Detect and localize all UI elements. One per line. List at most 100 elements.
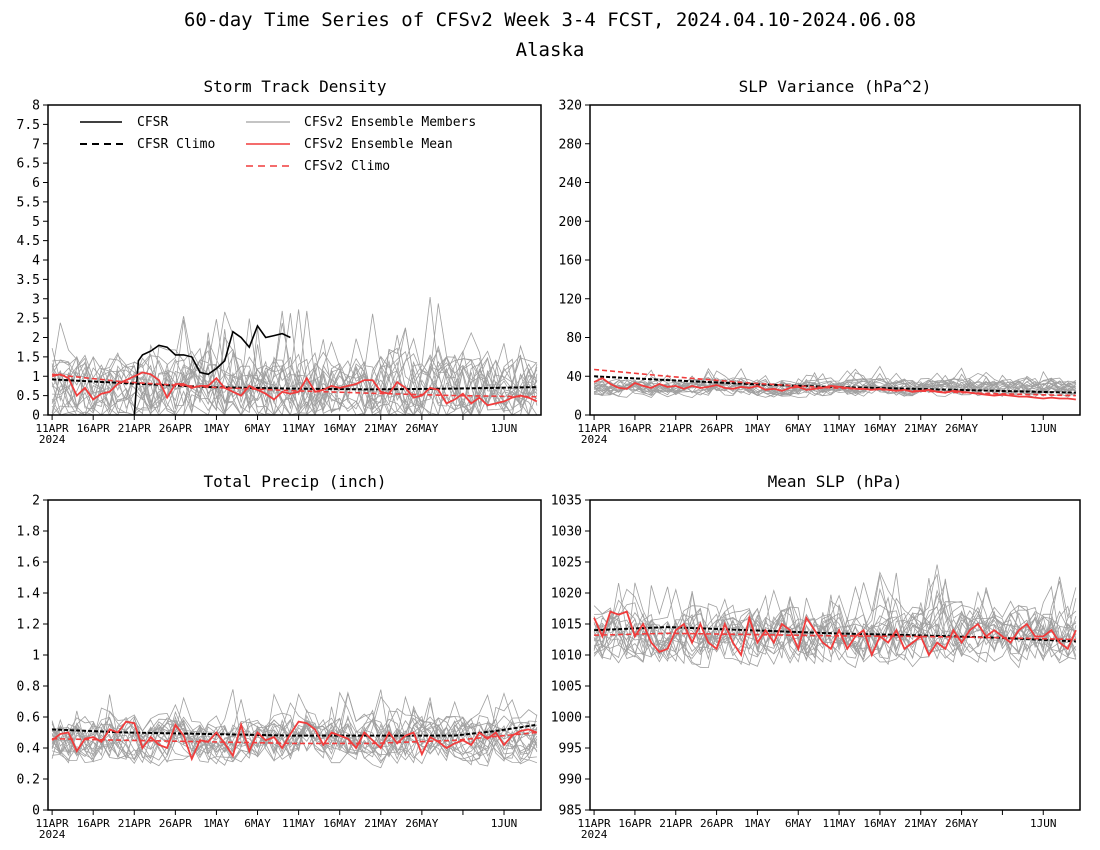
- ensemble-member-line: [593, 369, 1077, 398]
- x-tick-label: 1JUN: [491, 422, 518, 435]
- cfsv2-climo-line: [594, 632, 1076, 641]
- y-tick-label: 1000: [551, 711, 582, 726]
- x-tick-label: 11MAY: [823, 422, 856, 435]
- y-tick-label: 120: [559, 292, 582, 307]
- ensemble-member-line: [51, 297, 538, 415]
- x-tick-label: 21MAY: [364, 817, 397, 830]
- ensemble-member-line: [593, 585, 1077, 664]
- x-tick-label: 11APR: [36, 817, 69, 830]
- y-tick-label: 2: [32, 494, 40, 509]
- ensemble-member-line: [51, 332, 538, 415]
- y-tick-label: 240: [559, 176, 582, 191]
- ensemble-member-line: [51, 710, 538, 763]
- slp-variance-frame: [589, 104, 1081, 416]
- y-tick-label: 5: [32, 215, 40, 230]
- ensemble-member-line: [593, 583, 1077, 665]
- y-tick-label: 80: [566, 331, 582, 346]
- x-tick-label: 21MAY: [364, 422, 397, 435]
- x-tick-label: 1MAY: [744, 817, 771, 830]
- cfsr-climo-line: [594, 626, 1076, 643]
- y-tick-label: 1.4: [17, 587, 41, 602]
- x-tick-label: 21MAY: [904, 422, 937, 435]
- figure-title: 60-day Time Series of CFSv2 Week 3-4 FCS…: [184, 9, 916, 31]
- x-tick-label: 21APR: [118, 817, 151, 830]
- y-tick-label: 1: [32, 370, 40, 385]
- ensemble-member-line: [593, 576, 1077, 663]
- y-tick-label: 1030: [551, 525, 582, 540]
- ensemble-mean-line: [51, 371, 538, 407]
- y-tick-label: 985: [559, 804, 582, 819]
- total-precip-panel: Total Precip (inch) 0 0.2 0.4 0.6 0.8 1 1.2 1.4…: [17, 472, 542, 841]
- ensemble-member-line: [51, 689, 538, 766]
- y-tick-label: 1005: [551, 680, 582, 695]
- x-tick-label: 26MAY: [945, 817, 978, 830]
- y-tick-label: 0.2: [17, 773, 40, 788]
- ensemble-member-line: [52, 692, 537, 764]
- y-tick-label: 0.8: [17, 680, 40, 695]
- x-tick-label: 6MAY: [785, 422, 812, 435]
- x-tick-label: 16APR: [618, 817, 651, 830]
- y-tick-label: 990: [559, 773, 582, 788]
- x-year-label: 2024: [581, 828, 608, 841]
- y-tick-label: 5.5: [17, 195, 40, 210]
- ensemble-member-line: [51, 319, 538, 415]
- y-tick-label: 6.5: [17, 157, 40, 172]
- y-tick-label: 280: [559, 137, 582, 152]
- x-tick-label: 1MAY: [744, 422, 771, 435]
- x-tick-label: 21APR: [659, 817, 692, 830]
- y-tick-label: 3.5: [17, 273, 40, 288]
- ensemble-member-line: [593, 571, 1077, 662]
- ensemble-mean-line: [51, 720, 538, 762]
- x-tick-label: 1MAY: [203, 817, 230, 830]
- y-tick-label: 320: [559, 99, 582, 114]
- x-tick-label: 6MAY: [244, 817, 271, 830]
- y-tick-label: 1.8: [17, 525, 40, 540]
- legend-ens-mean-label: CFSv2 Ensemble Mean: [304, 137, 453, 152]
- x-tick-label: 26APR: [159, 422, 192, 435]
- ensemble-member-line: [51, 352, 538, 415]
- y-tick-label: 1010: [551, 649, 582, 664]
- plot-area: [593, 365, 1077, 401]
- x-tick-label: 16MAY: [323, 817, 356, 830]
- cfsr-climo-line: [52, 723, 538, 737]
- y-tick-label: 3: [32, 292, 40, 307]
- figure-subtitle: Alaska: [516, 39, 585, 61]
- y-tick-label: 1025: [551, 556, 582, 571]
- y-tick-label: 0.4: [17, 742, 41, 757]
- y-tick-label: 1035: [551, 494, 582, 509]
- ensemble-mean-line: [593, 377, 1077, 401]
- y-tick-label: 2: [32, 331, 40, 346]
- legend-cfsv2-climo-label: CFSv2 Climo: [304, 159, 390, 174]
- cfsr-line: [133, 324, 291, 415]
- y-tick-label: 1020: [551, 587, 582, 602]
- y-tick-label: 1015: [551, 618, 582, 633]
- y-tick-label: 4.5: [17, 234, 40, 249]
- x-tick-label: 26MAY: [405, 422, 438, 435]
- plot-area: [51, 689, 538, 769]
- cfsr-climo-line: [52, 378, 537, 391]
- x-tick-label: 11APR: [36, 422, 69, 435]
- total-precip-title: Total Precip (inch): [203, 472, 386, 491]
- y-tick-label: 1: [32, 649, 40, 664]
- x-tick-label: 26APR: [700, 817, 733, 830]
- y-tick-label: 6: [32, 176, 40, 191]
- x-tick-label: 26MAY: [945, 422, 978, 435]
- x-tick-label: 1JUN: [491, 817, 518, 830]
- x-tick-label: 26APR: [159, 817, 192, 830]
- x-tick-label: 16APR: [618, 422, 651, 435]
- mean-slp-title: Mean SLP (hPa): [768, 472, 903, 491]
- cfsv2-climo-line: [52, 731, 537, 745]
- y-tick-label: 200: [559, 215, 582, 230]
- x-tick-label: 11MAY: [282, 817, 315, 830]
- x-tick-label: 16MAY: [863, 422, 896, 435]
- y-tick-label: 0: [32, 804, 40, 819]
- legend-cfsr-label: CFSR: [137, 115, 168, 130]
- slp-variance-panel: SLP Variance (hPa^2) 0 40 80 120 160 200 240 28…: [559, 77, 1081, 446]
- x-tick-label: 21APR: [118, 422, 151, 435]
- y-tick-label: 995: [559, 742, 582, 757]
- x-tick-label: 16APR: [77, 422, 110, 435]
- mean-slp-panel: Mean SLP (hPa) 985 990 995 1000 1005 1010 1015…: [551, 472, 1081, 841]
- ensemble-member-line: [51, 696, 538, 764]
- y-tick-label: 7.5: [17, 118, 40, 133]
